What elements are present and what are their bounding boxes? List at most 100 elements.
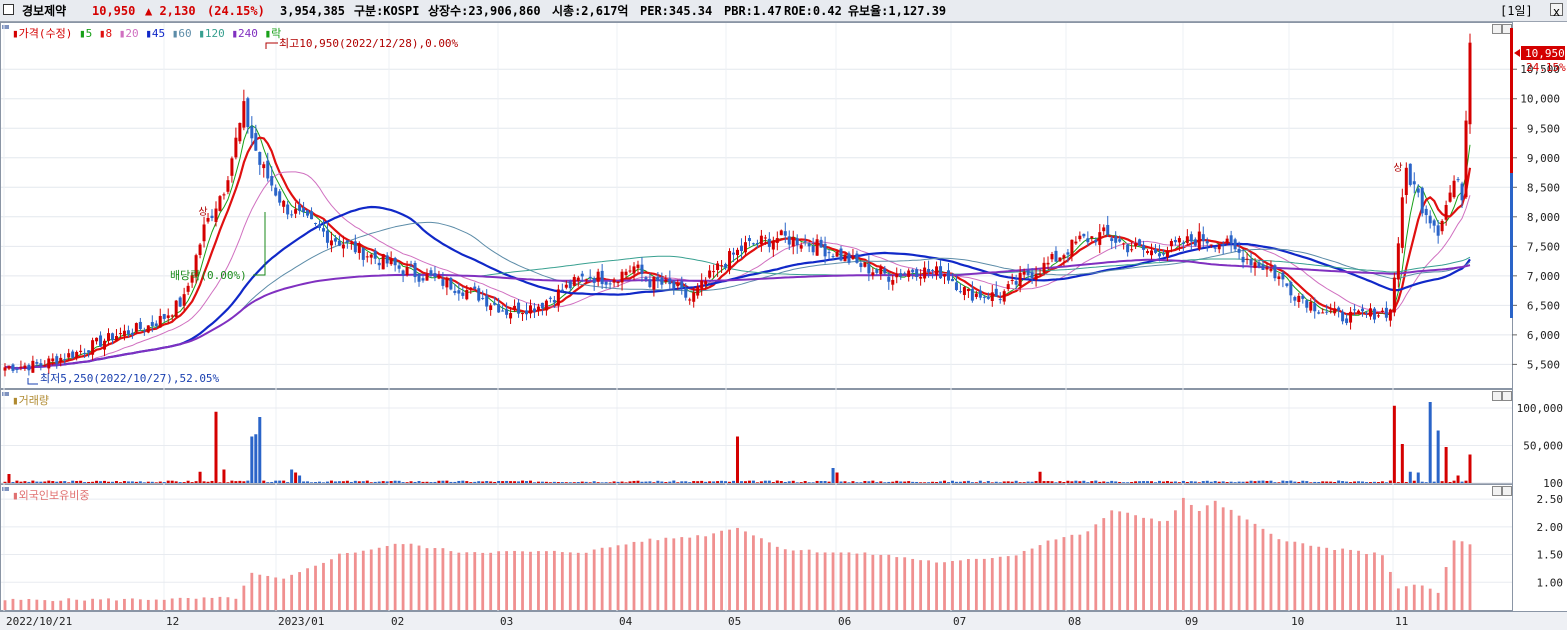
panel-buttons-foreign[interactable]: [1492, 486, 1512, 496]
price-y-tick: 10,000: [1520, 93, 1560, 106]
x-axis-label: 11: [1395, 615, 1408, 628]
volume-bar: [441, 480, 445, 483]
volume-bar: [365, 480, 369, 483]
volume-bar: [361, 481, 365, 483]
candle-body: [851, 255, 855, 260]
foreign-bar: [879, 554, 883, 610]
candle-body: [429, 270, 433, 276]
volume-bar: [1357, 481, 1361, 483]
candle-body: [130, 332, 134, 335]
candle-body: [473, 286, 477, 289]
candle-body: [254, 133, 258, 151]
candle-body: [321, 228, 325, 232]
candle-body: [915, 269, 919, 278]
foreign-bar: [640, 541, 644, 610]
candle-body: [1337, 307, 1341, 311]
foreign-bar: [1373, 552, 1376, 610]
candle-body: [763, 237, 767, 239]
volume-bar: [954, 481, 958, 483]
candle-body: [978, 290, 982, 298]
candle-body: [206, 217, 210, 222]
volume-bar: [39, 481, 43, 483]
volume-bar: [87, 481, 91, 483]
foreign-bar: [1365, 553, 1368, 610]
panel-buttons-volume[interactable]: [1492, 391, 1512, 401]
volume-bar: [978, 480, 982, 483]
candle-body: [1392, 277, 1396, 313]
foreign-bar: [1189, 504, 1193, 610]
foreign-bar: [998, 556, 1002, 610]
candle-body: [1185, 236, 1189, 243]
foreign-bar: [162, 599, 166, 610]
volume-bar: [911, 481, 915, 483]
limit-up-mark-1: 상: [196, 206, 208, 216]
volume-bar: [1440, 481, 1444, 483]
candle-body: [624, 271, 628, 276]
volume-bar: [71, 480, 75, 483]
volume-bar: [692, 481, 696, 483]
volume-bar: [1388, 480, 1392, 483]
volume-bar: [79, 480, 83, 483]
foreign-bar: [457, 552, 461, 610]
foreign-bar: [1197, 510, 1201, 610]
candle-body: [648, 279, 652, 288]
volume-bar: [720, 480, 724, 483]
candle-body: [1086, 238, 1090, 243]
candle-body: [35, 362, 39, 364]
foreign-bar: [266, 575, 270, 610]
ma-240-line: [4, 258, 1471, 370]
volume-bar: [67, 482, 71, 483]
foreign-bar: [1030, 548, 1034, 610]
volume-bar: [771, 482, 775, 483]
volume-bar: [258, 417, 262, 483]
close-button[interactable]: x: [1550, 3, 1563, 19]
candle-body: [962, 287, 966, 295]
foreign-bar: [1062, 537, 1066, 610]
candle-body: [700, 280, 704, 289]
volume-bar: [1345, 481, 1349, 483]
candle-body: [437, 275, 441, 279]
panel-buttons-price[interactable]: [1492, 24, 1512, 34]
volume-bar: [970, 482, 974, 483]
candle-body: [1209, 244, 1213, 246]
foreign-bar: [1174, 510, 1177, 610]
foreign-bar: [449, 551, 453, 610]
volume-bar: [668, 481, 672, 483]
volume-bar: [1042, 481, 1046, 483]
select-checkbox[interactable]: [3, 4, 14, 15]
candle-body: [536, 306, 540, 311]
volume-bar: [532, 482, 536, 483]
foreign-bar: [226, 597, 230, 610]
listed-shares: 상장수:23,906,860: [428, 4, 541, 18]
volume-bar: [755, 482, 759, 483]
volume-bar: [596, 482, 600, 483]
candle-body: [242, 101, 246, 128]
foreign-bar: [1404, 586, 1408, 610]
candle-body: [1297, 295, 1301, 302]
candle-body: [1428, 215, 1432, 224]
candle-body: [23, 365, 27, 369]
foreign-y-tick: 1.50: [1537, 549, 1564, 562]
candle-body: [1173, 240, 1177, 243]
candle-body: [1217, 244, 1221, 250]
foreign-bar: [298, 572, 301, 610]
volume-bar: [859, 482, 863, 483]
candle-body: [676, 284, 680, 287]
candle-body: [927, 268, 931, 273]
volume-bar: [1468, 454, 1472, 483]
volume-bar: [1034, 481, 1038, 483]
volume-bar: [1353, 481, 1357, 483]
foreign-bar: [560, 552, 564, 610]
volume-bar: [974, 482, 978, 483]
candle-body: [142, 330, 146, 332]
volume-bar: [1380, 481, 1384, 483]
foreign-bar: [1436, 592, 1440, 610]
candle-body: [708, 270, 712, 278]
candle-body: [632, 266, 636, 274]
candle-body: [811, 246, 815, 253]
period-selector[interactable]: [1일]: [1500, 4, 1533, 18]
foreign-bar: [194, 598, 198, 610]
candle-body: [1321, 312, 1325, 314]
volume-bar: [1221, 481, 1225, 483]
candle-body: [1436, 225, 1440, 236]
